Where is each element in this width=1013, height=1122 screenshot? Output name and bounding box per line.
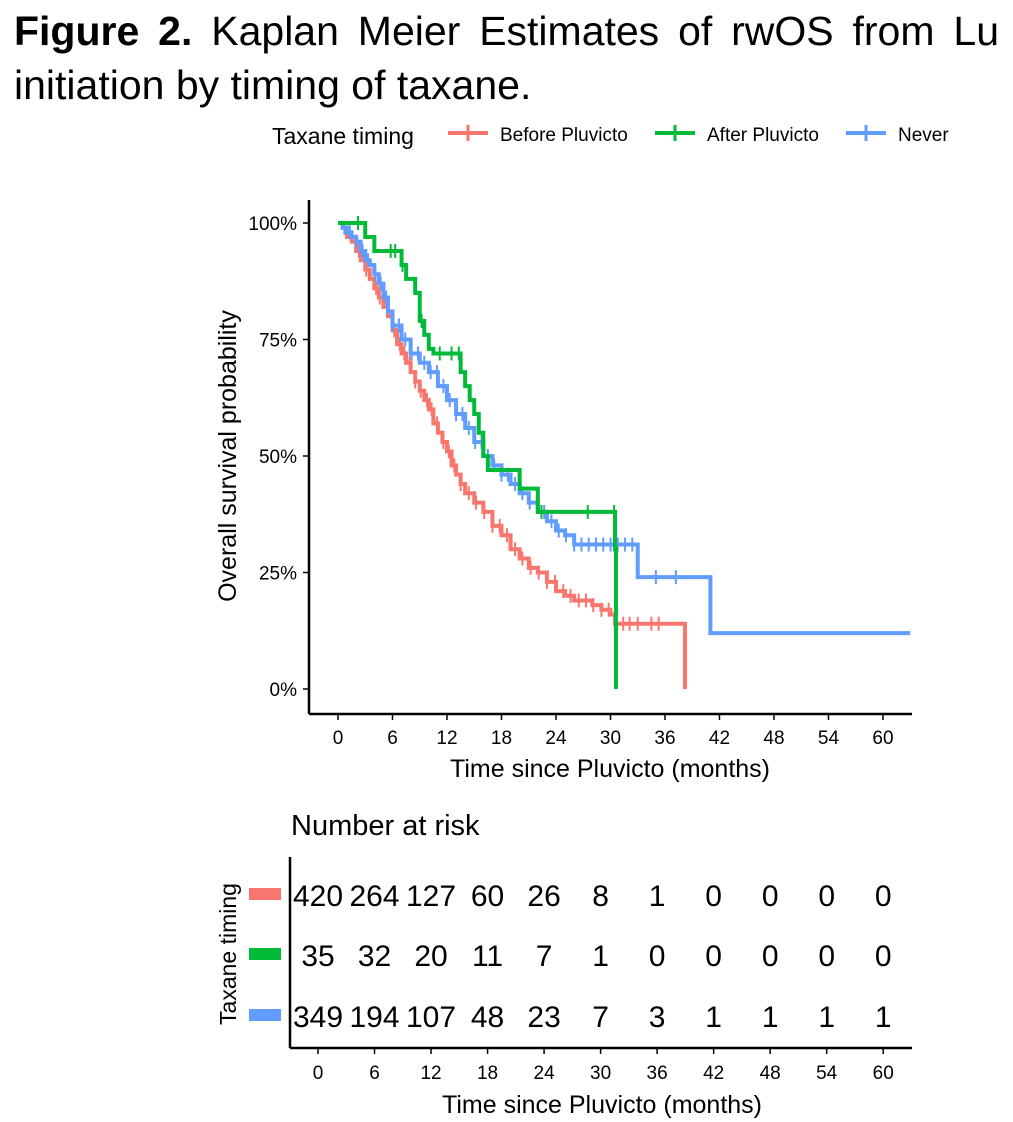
km-axes [307,200,912,716]
risk-count: 0 [649,940,666,973]
risk-x-tick-label: 12 [420,1063,441,1084]
risk-x-tick-label: 48 [760,1063,781,1084]
x-tick-label: 0 [333,728,344,749]
risk-x-tick-label: 60 [873,1063,894,1084]
risk-count: 1 [818,1001,835,1034]
km-y-ticks: 0% 25% 50% 75% 100% [248,214,309,701]
risk-table-keys [249,888,281,1021]
risk-count: 420 [293,880,343,913]
x-axis-label: Time since Pluvicto (months) [450,755,770,783]
series-never [338,220,911,636]
risk-x-tick-label: 54 [816,1063,838,1084]
figure-label: Figure 2. [14,8,193,54]
figure-caption: Figure 2. Kaplan Meier Estimates of rwOS… [14,4,999,112]
risk-table: Number at risk Taxane timing 420 264 127 60… [215,810,912,1119]
risk-count: 194 [349,1001,399,1034]
risk-count: 8 [592,880,609,913]
x-tick-label: 42 [709,728,730,749]
legend-entries: Before Pluvicto After Pluvicto Never [448,125,949,146]
risk-x-tick-label: 18 [477,1063,498,1084]
risk-row-key [249,888,281,900]
risk-x-tick-label: 36 [647,1063,668,1084]
risk-count: 0 [705,880,722,913]
legend-title: Taxane timing [272,123,414,149]
risk-count: 1 [762,1001,779,1034]
risk-count: 1 [875,1001,892,1034]
x-tick-label: 30 [600,728,621,749]
y-tick-label: 75% [259,331,297,352]
x-tick-label: 18 [491,728,512,749]
risk-count: 264 [349,880,399,913]
risk-row-key [249,948,281,960]
risk-count: 23 [527,1001,560,1034]
risk-count: 3 [649,1001,666,1034]
x-tick-label: 12 [436,728,457,749]
risk-count: 0 [818,880,835,913]
risk-row: 420 264 127 60 26 8 1 0 0 0 0 [293,880,892,913]
legend-entry-label: After Pluvicto [707,125,819,146]
risk-count: 0 [875,940,892,973]
y-tick-label: 100% [248,214,297,235]
legend-entry: After Pluvicto [655,125,819,146]
risk-row: 349 194 107 48 23 7 3 1 1 1 1 [293,1001,892,1034]
risk-count: 26 [527,880,560,913]
x-tick-label: 36 [654,728,675,749]
risk-table-y-label: Taxane timing [215,883,241,1025]
series-after-pluvicto [338,216,618,689]
risk-count: 0 [705,940,722,973]
km-plot: 0% 25% 50% 75% 100% 0 6 12 18 24 30 36 42 48 54 60 Ove… [214,200,912,783]
risk-x-tick-label: 6 [369,1063,380,1084]
risk-count: 349 [293,1001,343,1034]
risk-count: 1 [705,1001,722,1034]
risk-count: 0 [875,880,892,913]
y-tick-label: 25% [259,564,297,585]
legend-entry: Before Pluvicto [448,125,628,146]
km-x-ticks: 0 6 12 18 24 30 36 42 48 54 60 [333,714,894,749]
risk-count: 7 [592,1001,609,1034]
risk-x-tick-label: 0 [313,1063,324,1084]
legend-entry-label: Never [898,125,949,146]
y-axis-label: Overall survival probability [214,310,242,602]
risk-count: 35 [301,940,334,973]
risk-count: 60 [471,880,504,913]
figure-caption-text: Kaplan Meier Estimates of rwOS from Lu i… [14,8,999,108]
risk-table-title: Number at risk [291,810,480,842]
risk-count: 1 [592,940,609,973]
x-tick-label: 6 [387,728,398,749]
legend-entry-label: Before Pluvicto [500,125,628,146]
risk-count: 20 [414,940,447,973]
risk-count: 11 [472,940,503,973]
risk-count: 32 [358,940,391,973]
risk-count: 127 [406,880,456,913]
risk-count: 0 [762,880,779,913]
risk-count: 0 [762,940,779,973]
risk-x-tick-label: 30 [590,1063,611,1084]
risk-row: 35 32 20 11 7 1 0 0 0 0 0 [301,940,891,973]
risk-count: 0 [818,940,835,973]
x-tick-label: 54 [818,728,840,749]
y-tick-label: 0% [270,680,298,701]
survival-curve [338,221,618,689]
km-series [338,216,911,689]
risk-count: 1 [649,880,666,913]
survival-curve [338,221,911,636]
risk-count: 7 [536,940,553,973]
legend: Taxane timing Before Pluvicto After Pluvi… [272,123,949,149]
survival-curve [338,221,687,689]
risk-x-tick-label: 42 [703,1063,724,1084]
risk-row-key [249,1009,281,1021]
risk-count: 48 [471,1001,504,1034]
x-tick-label: 48 [763,728,784,749]
series-before-pluvicto [338,221,687,689]
x-tick-label: 60 [872,728,893,749]
risk-x-tick-label: 24 [534,1063,556,1084]
risk-table-x-ticks: 0 6 12 18 24 30 36 42 48 54 60 [313,1048,894,1084]
risk-table-x-label: Time since Pluvicto (months) [442,1091,762,1119]
risk-count: 107 [406,1001,456,1034]
x-tick-label: 24 [545,728,567,749]
legend-entry: Never [846,125,949,146]
y-tick-label: 50% [259,447,297,468]
